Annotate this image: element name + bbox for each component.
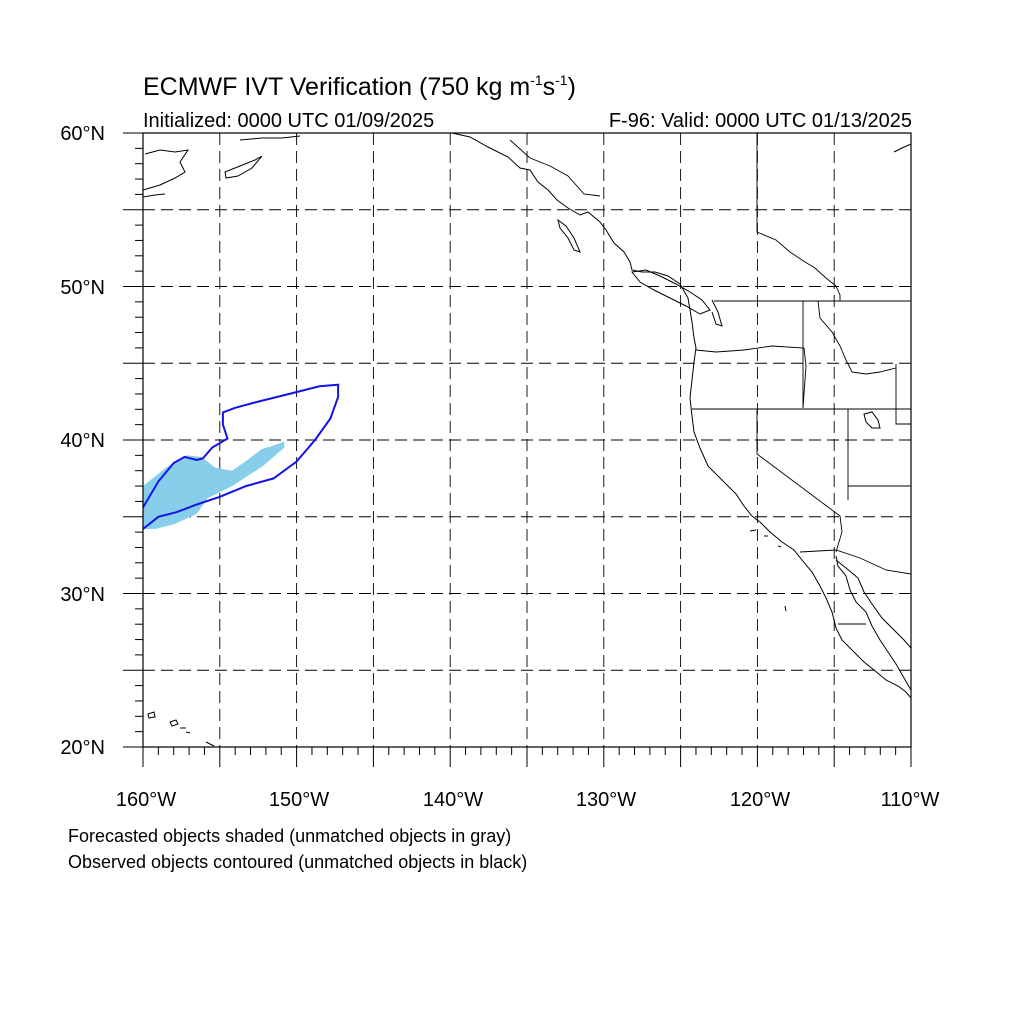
border-canada-provinces (756, 133, 841, 301)
longitude-labels: 160°W 150°W 140°W 130°W 120°W 110°W (116, 789, 940, 811)
border-idaho (802, 300, 897, 408)
valid-time: F-96: Valid: 0000 UTC 01/13/2025 (608, 110, 912, 132)
lon-label-150w: 150°W (269, 789, 329, 811)
coastline-kodiak (224, 155, 263, 179)
lat-label-30n: 30°N (60, 584, 105, 606)
coastline-gulf-of-california (835, 555, 911, 691)
border-alaska-canada (509, 139, 601, 197)
coastlines (143, 133, 911, 747)
lat-label-60n: 60°N (60, 123, 105, 145)
coastline-puget-sound (711, 299, 723, 327)
political-boundaries (509, 133, 911, 625)
observed-object-contour (143, 383, 340, 530)
axis-ticks (123, 132, 912, 767)
border-wa-or (695, 345, 807, 409)
lat-lon-grid (143, 133, 911, 747)
lat-label-50n: 50°N (60, 277, 105, 299)
lat-label-40n: 40°N (60, 430, 105, 452)
border-ca-nv (756, 409, 843, 553)
lat-label-20n: 20°N (60, 737, 105, 759)
coastline-north-america (451, 133, 911, 699)
footnote-observed: Observed objects contoured (unmatched ob… (68, 852, 528, 872)
lon-label-160w: 160°W (116, 789, 176, 811)
coastline-vancouver-island (631, 269, 711, 315)
coastline-northeast (893, 143, 911, 153)
chart-title: ECMWF IVT Verification (750 kg m-1s-1) (143, 72, 576, 102)
title-suffix: ) (567, 73, 576, 101)
coastline-haida-gwaii (557, 218, 581, 253)
title-prefix: ECMWF IVT Verification (750 kg m (143, 73, 531, 101)
coastline-alaska-gulf (239, 135, 301, 141)
title-sup-1: -1 (530, 72, 543, 88)
coastline-alaska-peninsula (143, 149, 190, 191)
title-mid: s (542, 73, 556, 101)
latitude-labels: 60°N 50°N 40°N 30°N 20°N (60, 123, 105, 759)
coastline-channel-islands (749, 529, 782, 548)
lon-label-110w: 110°W (881, 789, 940, 811)
border-wy (895, 364, 911, 425)
footnote-forecast: Forecasted objects shaded (unmatched obj… (68, 826, 512, 846)
initialized-time: Initialized: 0000 UTC 01/09/2025 (143, 110, 435, 132)
coastline-hawaii (147, 711, 215, 747)
forecast-object-shaded (143, 441, 285, 529)
coastline-guadalupe-island (784, 605, 787, 612)
lon-label-140w: 140°W (423, 789, 483, 811)
coastline-aleutian (143, 193, 166, 198)
coastline-great-salt-lake (863, 411, 881, 429)
title-sup-2: -1 (555, 72, 568, 88)
coastline-mainland-mexico (835, 559, 911, 649)
lon-label-120w: 120°W (730, 789, 790, 811)
border-us-mexico (799, 549, 911, 575)
lon-label-130w: 130°W (576, 789, 636, 811)
